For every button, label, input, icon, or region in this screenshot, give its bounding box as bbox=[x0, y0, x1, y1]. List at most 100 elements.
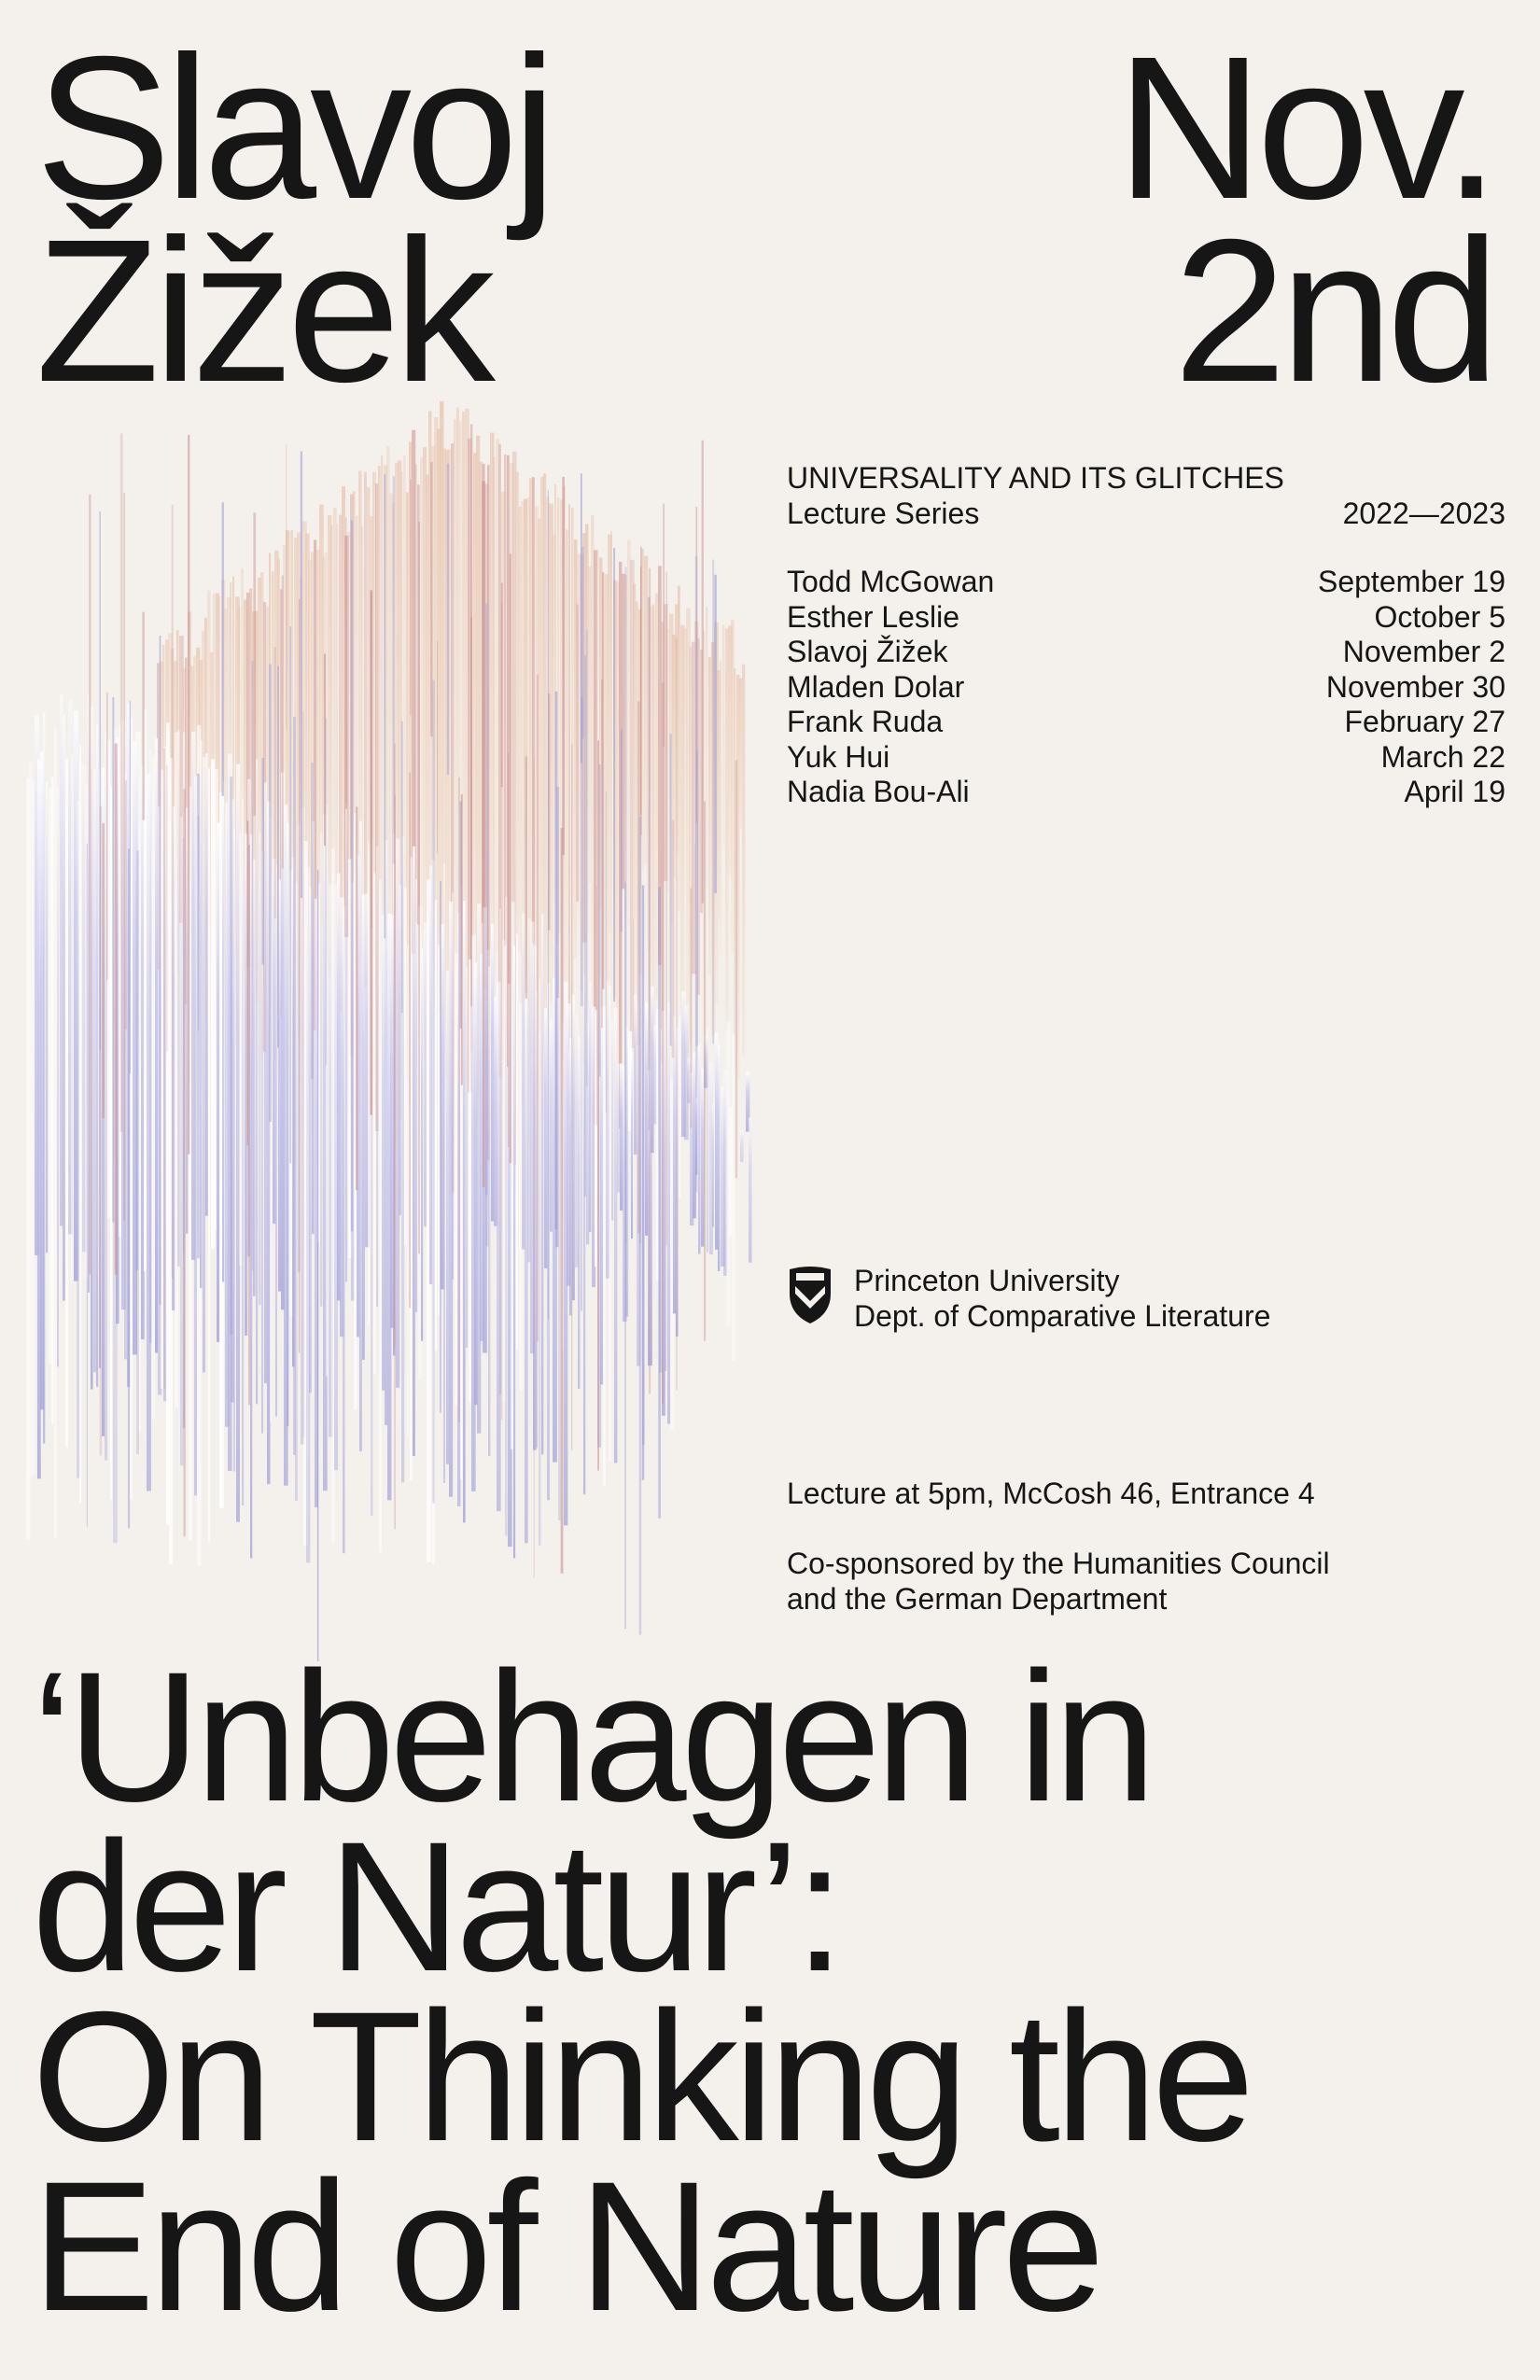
glitch-streak bbox=[446, 971, 450, 1464]
glitch-streak bbox=[294, 538, 299, 965]
glitch-streak bbox=[368, 843, 371, 1325]
schedule-row: Frank Ruda February 27 bbox=[787, 705, 1505, 740]
glitch-streak bbox=[639, 975, 642, 1244]
glitch-streak bbox=[233, 829, 236, 1472]
glitch-streak bbox=[197, 773, 200, 1259]
glitch-streak bbox=[500, 582, 503, 788]
glitch-streak bbox=[267, 801, 271, 1485]
glitch-streak bbox=[665, 571, 667, 1246]
glitch-streak bbox=[247, 778, 251, 1257]
glitch-streak bbox=[623, 1066, 627, 1323]
schedule-date: September 19 bbox=[1317, 565, 1505, 598]
glitch-streak bbox=[648, 597, 650, 1130]
glitch-streak bbox=[365, 893, 370, 1248]
glitch-streak bbox=[420, 456, 424, 953]
glitch-streak bbox=[681, 991, 686, 1138]
glitch-streak bbox=[721, 1086, 725, 1267]
schedule-date: October 5 bbox=[1374, 599, 1505, 634]
glitch-streak bbox=[308, 559, 312, 1065]
glitch-streak bbox=[328, 514, 332, 978]
glitch-streak bbox=[386, 446, 390, 1040]
glitch-streak bbox=[244, 599, 247, 971]
glitch-streak bbox=[214, 768, 218, 1230]
glitch-streak bbox=[703, 630, 706, 1094]
glitch-streak bbox=[130, 718, 133, 1500]
glitch-streak bbox=[701, 440, 704, 903]
glitch-streak bbox=[480, 954, 484, 1341]
glitch-streak bbox=[417, 484, 420, 925]
glitch-streak bbox=[82, 764, 87, 1253]
glitch-streak bbox=[749, 1117, 752, 1263]
glitch-streak bbox=[665, 1025, 667, 1372]
glitch-streak bbox=[708, 657, 711, 975]
glitch-streak bbox=[469, 959, 471, 1403]
glitch-streak bbox=[508, 752, 510, 1148]
glitch-streak bbox=[491, 923, 495, 1222]
glitch-streak bbox=[485, 603, 488, 1196]
glitch-streak bbox=[359, 820, 362, 1451]
glitch-streak bbox=[415, 878, 418, 1312]
glitch-streak bbox=[389, 493, 394, 1023]
glitch-streak bbox=[177, 730, 180, 1267]
glitch-streak bbox=[323, 814, 328, 1491]
glitch-streak bbox=[312, 821, 315, 1235]
glitch-streak bbox=[275, 863, 278, 1417]
glitch-streak bbox=[89, 494, 91, 1275]
glitch-streak bbox=[289, 626, 292, 1164]
glitch-streak bbox=[57, 787, 60, 1367]
glitch-streak bbox=[468, 438, 472, 1093]
glitch-streak bbox=[571, 507, 574, 1140]
glitch-streak bbox=[252, 611, 257, 968]
glitch-streak bbox=[470, 617, 472, 1007]
glitch-streak bbox=[441, 924, 445, 1290]
glitch-streak bbox=[516, 933, 519, 1351]
glitch-streak bbox=[600, 1007, 604, 1385]
glitch-streak bbox=[291, 529, 294, 1064]
glitch-streak bbox=[189, 787, 192, 1541]
glitch-streak bbox=[376, 846, 379, 1307]
glitch-streak bbox=[250, 834, 253, 1559]
glitch-streak bbox=[406, 492, 409, 1080]
schedule-row: Nadia Bou-Ali April 19 bbox=[787, 775, 1505, 810]
glitch-streak bbox=[540, 476, 545, 1120]
glitch-streak bbox=[340, 897, 344, 1337]
glitch-streak bbox=[693, 1052, 696, 1219]
glitch-streak bbox=[427, 879, 431, 1562]
glitch-streak bbox=[372, 471, 376, 1109]
glitch-streak bbox=[322, 556, 326, 1003]
glitch-streak bbox=[683, 628, 688, 875]
glitch-streak bbox=[182, 838, 185, 1253]
glitch-streak bbox=[634, 994, 637, 1155]
glitch-streak bbox=[105, 732, 108, 1461]
glitch-streak bbox=[102, 822, 105, 1119]
glitch-streak bbox=[407, 944, 410, 1437]
schedule-speaker: Mladen Dolar bbox=[787, 669, 965, 704]
glitch-streak bbox=[144, 709, 147, 1272]
glitch-streak bbox=[74, 710, 78, 1281]
glitch-streak bbox=[302, 521, 307, 1068]
glitch-streak bbox=[356, 515, 358, 902]
glitch-streak bbox=[704, 801, 707, 1341]
glitch-streak bbox=[394, 794, 396, 1530]
glitch-streak bbox=[370, 590, 373, 1115]
glitch-streak bbox=[434, 416, 439, 1103]
glitch-streak bbox=[333, 507, 337, 953]
glitch-streak bbox=[620, 728, 623, 931]
glitch-streak bbox=[526, 497, 531, 1148]
glitch-streak bbox=[68, 699, 73, 1235]
glitch-streak bbox=[325, 552, 328, 976]
glitch-streak bbox=[337, 873, 341, 1301]
glitch-streak bbox=[286, 444, 287, 730]
glitch-streak bbox=[394, 743, 396, 1347]
glitch-streak bbox=[521, 501, 525, 1107]
glitch-streak bbox=[219, 791, 224, 1508]
glitch-streak bbox=[277, 665, 279, 1048]
glitch-streak bbox=[107, 740, 111, 1219]
glitch-streak bbox=[127, 703, 131, 1388]
glitch-streak bbox=[509, 553, 511, 1164]
glitch-streak bbox=[289, 869, 294, 1317]
glitch-streak bbox=[414, 464, 417, 922]
glitch-streak bbox=[286, 530, 289, 1066]
glitch-streak bbox=[431, 445, 436, 1127]
glitch-streak bbox=[169, 758, 174, 1565]
